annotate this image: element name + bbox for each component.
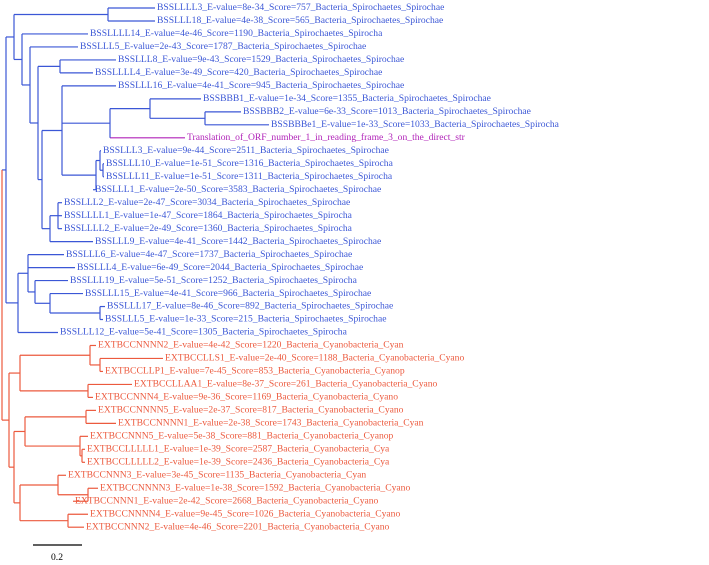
leaf-label: EXTBCCLLS1_E-value=2e-40_Score=1188_Bact…: [165, 353, 464, 364]
leaf-label: EXTBCCLLLLL1_E-value=1e-39_Score=2587_Ba…: [87, 444, 390, 455]
leaf-label: BSSLLL9_E-value=4e-41_Score=1442_Bacteri…: [95, 236, 381, 247]
leaf-label: EXTBCCLLP1_E-value=7e-45_Score=853_Bacte…: [105, 366, 405, 377]
leaf-label: BSSLLLL1_E-value=1e-47_Score=1864_Bacter…: [64, 210, 353, 221]
leaf-label: EXTBCCNNN1_E-value=2e-42_Score=2668_Bact…: [75, 495, 379, 506]
leaf-label: BSSLLL11_E-value=1e-51_Score=1311_Bacter…: [106, 171, 393, 182]
leaf-label: BSSLLLL4_E-value=3e-49_Score=420_Bacteri…: [95, 67, 382, 78]
leaf-label: BSSBBB2_E-value=6e-33_Score=1013_Bacteri…: [243, 106, 531, 117]
leaf-label: EXTBCCNNNN3_E-value=1e-38_Score=1592_Bac…: [100, 482, 410, 493]
leaf-label: EXTBCCNNN4_E-value=9e-36_Score=1169_Bact…: [95, 392, 398, 403]
leaf-label: BSSLLL4_E-value=6e-49_Score=2044_Bacteri…: [77, 262, 363, 273]
leaf-label: BSSLLL15_E-value=4e-41_Score=966_Bacteri…: [85, 288, 371, 299]
leaf-label: EXTBCCNNN3_E-value=3e-45_Score=1135_Bact…: [68, 469, 366, 480]
leaf-label: BSSLLL3_E-value=9e-44_Score=2511_Bacteri…: [103, 145, 389, 156]
leaf-label: EXTBCCLLAA1_E-value=8e-37_Score=261_Bact…: [134, 379, 438, 390]
leaf-label: BSSLLL12_E-value=5e-41_Score=1305_Bacter…: [60, 327, 348, 338]
leaf-label: EXTBCCNNNN2_E-value=4e-42_Score=1220_Bac…: [98, 340, 404, 351]
leaf-label: BSSLLL5_E-value=2e-43_Score=1787_Bacteri…: [80, 41, 366, 52]
leaf-label: EXTBCCNNNN4_E-value=9e-45_Score=1026_Bac…: [90, 508, 400, 519]
leaf-label: BSSLLL18_E-value=4e-38_Score=565_Bacteri…: [157, 15, 443, 26]
leaf-label: EXTBCCLLLLL2_E-value=1e-39_Score=2436_Ba…: [87, 457, 390, 468]
leaf-label: BSSLLL17_E-value=8e-46_Score=892_Bacteri…: [107, 301, 393, 312]
leaf-label: BSSBBBe1_E-value=1e-33_Score=1033_Bacter…: [271, 119, 560, 130]
leaf-label: BSSLLL10_E-value=1e-51_Score=1316_Bacter…: [106, 158, 394, 169]
leaf-label: EXTBCCNNNN1_E-value=2e-38_Score=1743_Bac…: [118, 418, 424, 429]
leaf-label: BSSLLL6_E-value=4e-47_Score=1737_Bacteri…: [66, 249, 352, 260]
leaf-label: BSSLLL2_E-value=2e-47_Score=3034_Bacteri…: [64, 197, 350, 208]
leaf-label: BSSLLL16_E-value=4e-41_Score=945_Bacteri…: [118, 80, 404, 91]
leaf-label: BSSBBB1_E-value=1e-34_Score=1355_Bacteri…: [203, 93, 491, 104]
leaf-label: Translation_of_ORF_number_1_in_reading_f…: [187, 132, 466, 143]
leaf-label: EXTBCCNNN2_E-value=4e-46_Score=2201_Bact…: [86, 521, 390, 532]
leaf-label: BSSLLLL2_E-value=2e-49_Score=1360_Bacter…: [64, 223, 353, 234]
leaf-label: EXTBCCNNN5_E-value=5e-38_Score=881_Bacte…: [90, 431, 394, 442]
leaf-label: BSSLLLL3_E-value=8e-34_Score=757_Bacteri…: [157, 2, 444, 13]
scale-label: 0.2: [51, 552, 63, 563]
leaf-label: BSSLLL8_E-value=9e-43_Score=1529_Bacteri…: [118, 54, 404, 65]
leaf-label: EXTBCCNNNN5_E-value=2e-37_Score=817_Bact…: [98, 405, 404, 416]
leaf-label: BSSLLLL14_E-value=4e-46_Score=1190_Bacte…: [90, 28, 383, 39]
leaf-label: BSSLLL19_E-value=5e-51_Score=1252_Bacter…: [70, 275, 358, 286]
leaf-label: BSSLLL1_E-value=2e-50_Score=3583_Bacteri…: [95, 184, 381, 195]
leaf-label: BSSLLL5_E-value=1e-33_Score=215_Bacteria…: [105, 314, 387, 325]
